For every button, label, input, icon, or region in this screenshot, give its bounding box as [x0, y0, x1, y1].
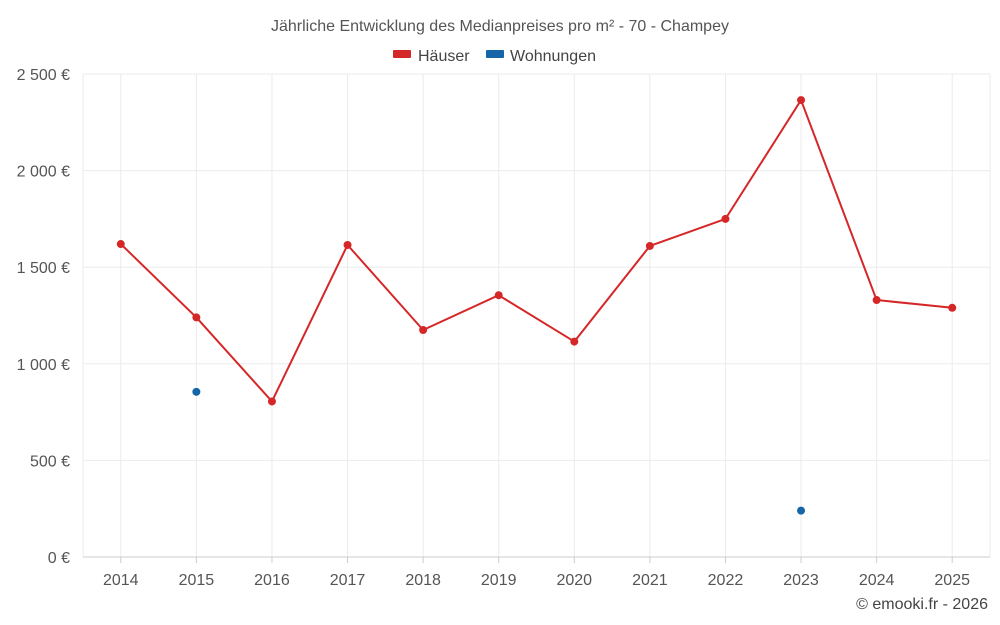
legend-item-wohnungen[interactable]: Wohnungen [486, 48, 596, 65]
x-tick-label: 2017 [330, 572, 366, 589]
chart-title: Jährliche Entwicklung des Medianpreises … [271, 18, 729, 35]
series [116, 96, 957, 515]
data-point-haeuser-2018[interactable] [419, 325, 428, 334]
data-point-haeuser-2025[interactable] [948, 303, 957, 312]
y-tick-label: 1 500 € [17, 260, 70, 277]
data-point-haeuser-2021[interactable] [645, 241, 654, 250]
x-tick-label: 2018 [405, 572, 441, 589]
x-tick-label: 2025 [934, 572, 970, 589]
legend-item-haeuser[interactable]: Häuser [393, 48, 470, 65]
y-axis: 0 € 500 € 1 000 € 1 500 € 2 000 € 2 500 € [17, 67, 70, 567]
data-point-haeuser-2020[interactable] [570, 337, 579, 346]
x-tick-label: 2020 [556, 572, 592, 589]
x-tick-label: 2016 [254, 572, 290, 589]
data-point-haeuser-2024[interactable] [872, 296, 881, 305]
data-point-wohnungen-2023[interactable] [797, 506, 806, 515]
y-tick-label: 0 € [48, 550, 70, 567]
legend-swatch-wohnungen [486, 50, 504, 58]
x-axis: 2014 2015 2016 2017 2018 2019 2020 2021 2022 2023… [83, 556, 990, 589]
data-point-haeuser-2017[interactable] [343, 240, 352, 249]
y-tick-label: 2 500 € [17, 67, 70, 84]
x-tick-label: 2014 [103, 572, 139, 589]
y-tick-label: 1 000 € [17, 357, 70, 374]
x-tick-label: 2024 [859, 572, 895, 589]
series-line-haeuser [120, 99, 953, 403]
y-tick-label: 2 000 € [17, 164, 70, 181]
legend-label-wohnungen: Wohnungen [510, 48, 596, 65]
legend-label-haeuser: Häuser [418, 48, 470, 65]
x-tick-label: 2019 [481, 572, 517, 589]
legend-swatch-haeuser [393, 50, 411, 58]
data-point-wohnungen-2015[interactable] [192, 387, 201, 396]
data-point-haeuser-2022[interactable] [721, 214, 730, 223]
data-point-haeuser-2015[interactable] [192, 313, 201, 322]
x-tick-label: 2015 [179, 572, 215, 589]
credit: © emooki.fr - 2026 [856, 596, 988, 613]
data-point-haeuser-2014[interactable] [116, 240, 125, 249]
grid [82, 73, 991, 557]
data-point-haeuser-2023[interactable] [797, 96, 806, 105]
x-tick-label: 2022 [708, 572, 744, 589]
legend: Häuser Wohnungen [393, 48, 596, 65]
y-tick-label: 500 € [30, 453, 70, 470]
x-tick-label: 2021 [632, 572, 668, 589]
x-tick-label: 2023 [783, 572, 819, 589]
data-point-haeuser-2016[interactable] [267, 397, 276, 406]
data-point-haeuser-2019[interactable] [494, 291, 503, 300]
